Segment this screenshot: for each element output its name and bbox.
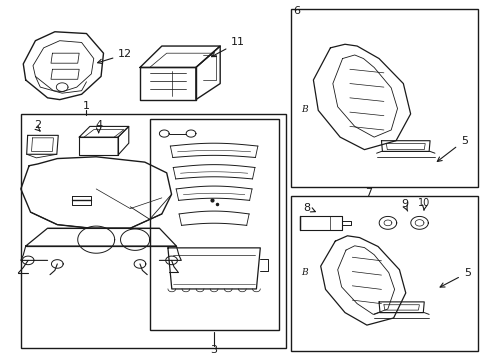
Text: 5: 5 — [436, 136, 467, 162]
Bar — [21, 114, 285, 348]
Text: 3: 3 — [210, 345, 217, 355]
Text: 7: 7 — [364, 188, 371, 198]
Text: 2: 2 — [34, 120, 41, 130]
Text: 8: 8 — [303, 203, 310, 213]
Text: 5: 5 — [439, 268, 470, 287]
Text: 1: 1 — [83, 101, 90, 111]
Text: 12: 12 — [98, 49, 132, 64]
Text: B: B — [301, 268, 307, 277]
Text: 10: 10 — [417, 198, 429, 207]
Text: 11: 11 — [211, 37, 244, 57]
Text: B: B — [301, 105, 307, 114]
Bar — [149, 119, 278, 330]
Text: 6: 6 — [292, 6, 300, 16]
Bar — [290, 9, 477, 187]
Text: 4: 4 — [95, 120, 102, 130]
Bar — [290, 196, 477, 351]
Text: 9: 9 — [401, 199, 407, 209]
